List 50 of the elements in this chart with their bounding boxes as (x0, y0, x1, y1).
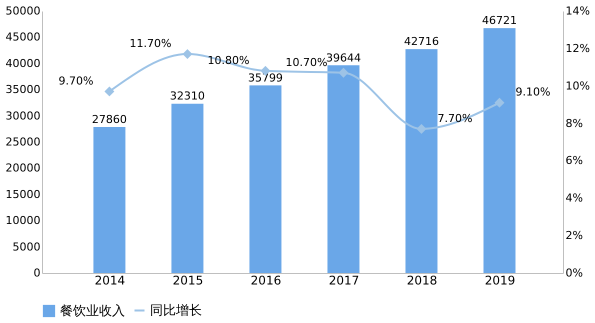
bar (327, 65, 360, 273)
point (182, 50, 192, 59)
y-tick-label: 0 (34, 266, 40, 280)
bar (483, 28, 516, 273)
y-tick-label: 50000 (6, 4, 40, 18)
data-label: 39644 (326, 51, 361, 64)
legend-label: 餐饮业收入 (60, 304, 125, 319)
data-label: 46721 (482, 14, 517, 28)
y-tick-label: 15000 (6, 188, 40, 201)
y-tick-label: 45000 (6, 30, 40, 44)
y-tick-label: 25000 (6, 136, 40, 148)
x-tick-label: 2015 (172, 274, 204, 288)
x-tick-label: 2017 (328, 274, 360, 288)
y-tick-label: 40000 (6, 56, 40, 70)
x-tick-label: 2016 (250, 274, 282, 288)
data-label: 35799 (248, 71, 283, 84)
y2-tick-label: 4% (566, 192, 583, 205)
data-label: 9.10% (515, 86, 550, 99)
bar (93, 127, 126, 273)
data-label: 7.70% (437, 112, 472, 125)
data-label: 9.70% (58, 74, 94, 88)
y2-tick-label: 10% (566, 79, 590, 92)
point (104, 86, 114, 96)
y2-tick-label: 8% (566, 116, 583, 130)
x-tick-label: 2014 (94, 274, 126, 288)
bar (249, 85, 282, 273)
y-tick-label: 20000 (6, 162, 40, 175)
y2-tick-label: 12% (566, 42, 590, 55)
legend-label: 同比增长 (150, 304, 202, 318)
y2-tick-label: 6% (566, 154, 583, 168)
y-tick-label: 5000 (12, 240, 40, 254)
data-label: 27860 (92, 113, 127, 126)
y2-tick-label: 14% (566, 4, 590, 18)
point (494, 98, 504, 108)
y-tick-label: 30000 (6, 109, 40, 122)
y-tick-label: 35000 (6, 83, 40, 96)
x-tick-label: 2019 (484, 274, 516, 288)
data-label: 42716 (404, 35, 439, 48)
data-label: 10.70% (286, 56, 328, 69)
data-label: 10.80% (207, 54, 250, 67)
point (416, 124, 426, 134)
y2-tick-label: 2% (566, 229, 583, 242)
y2-tick-label: 0% (566, 266, 583, 280)
data-label: 11.70% (129, 37, 172, 50)
bar (405, 49, 438, 273)
point (338, 68, 348, 78)
x-tick-label: 2018 (406, 274, 438, 288)
data-label: 32310 (170, 90, 205, 103)
y-tick-label: 10000 (6, 214, 40, 228)
bar (171, 104, 204, 273)
